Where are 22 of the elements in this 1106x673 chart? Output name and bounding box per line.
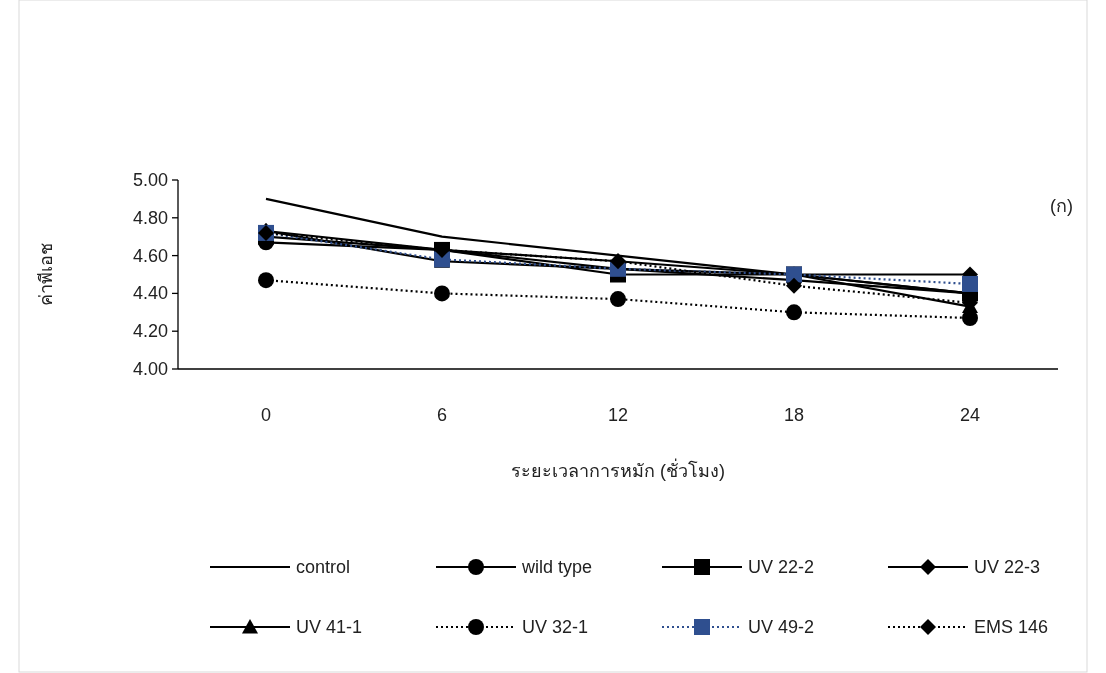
x-tick-label: 6 [436, 405, 448, 425]
x-tick-label: 0 [260, 405, 272, 425]
y-tick-label: 5.00 [132, 170, 168, 190]
legend-label: wild type [521, 557, 593, 577]
legend-label: control [296, 557, 351, 577]
legend-label: EMS 146 [974, 617, 1049, 637]
y-axis-title: ค่าพีเอช [36, 243, 56, 306]
legend-label: UV 49-2 [748, 617, 815, 637]
legend-label: UV 41-1 [296, 617, 363, 637]
annotation: (ก) [1050, 196, 1073, 216]
x-tick-label: 24 [959, 405, 981, 425]
y-tick-label: 4.00 [132, 359, 168, 379]
x-tick-label: 12 [607, 405, 629, 425]
y-tick-label: 4.40 [132, 283, 168, 304]
legend-label: UV 22-3 [974, 557, 1041, 577]
y-tick-label: 4.20 [132, 321, 168, 342]
y-tick-label: 4.80 [132, 207, 168, 228]
x-tick-label: 18 [783, 405, 805, 425]
legend-label: UV 22-2 [748, 557, 815, 577]
x-axis-title: ระยะเวลาการหมัก (ชั่วโมง) [511, 458, 725, 481]
legend-label: UV 32-1 [522, 617, 589, 637]
y-tick-label: 4.60 [132, 245, 168, 266]
